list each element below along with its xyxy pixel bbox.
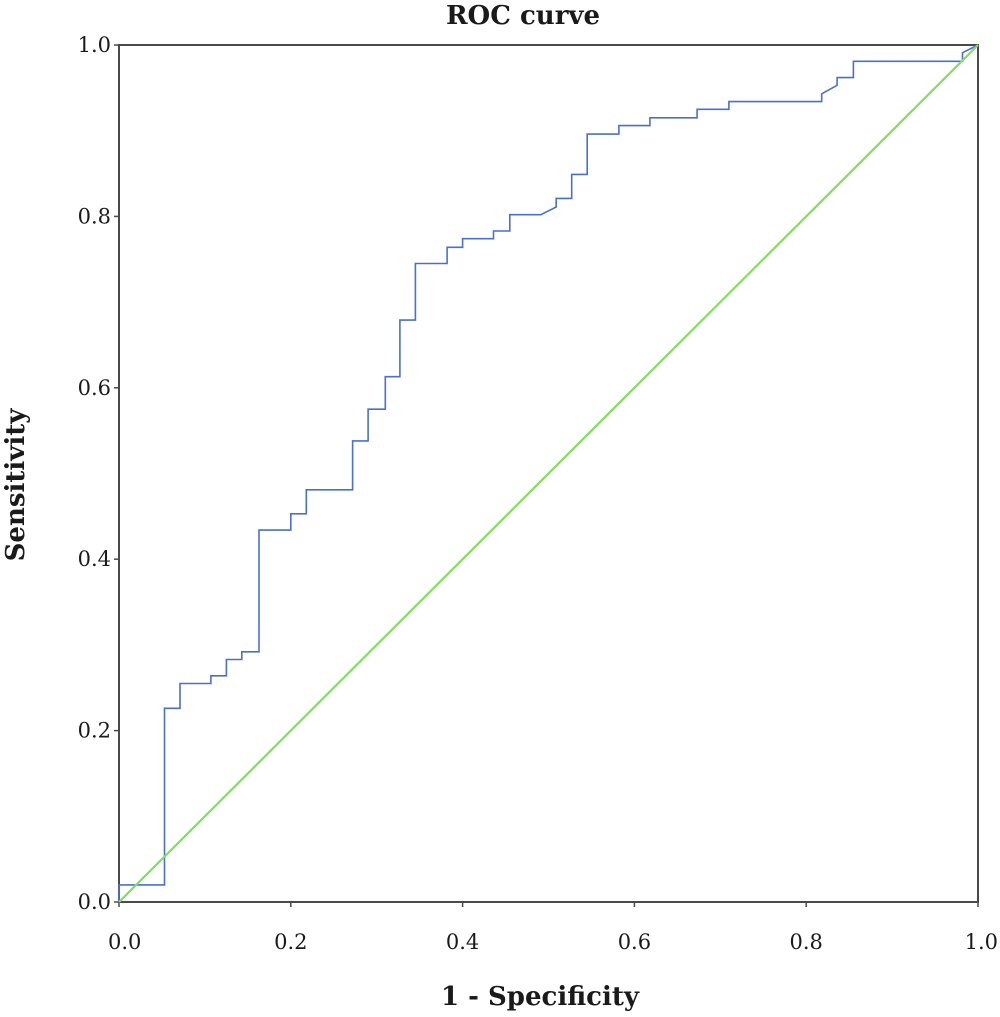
x-axis-ticks: 0.0 0.2 0.4 0.6 0.8 1.0 xyxy=(108,902,998,954)
x-axis-label: 1 - Specificity xyxy=(441,982,640,1012)
y-tick-label: 0.8 xyxy=(78,204,111,228)
reference-diagonal-line xyxy=(118,44,979,903)
x-tick-label: 0.0 xyxy=(108,930,141,954)
x-tick-label: 0.2 xyxy=(274,930,307,954)
chart-title: ROC curve xyxy=(446,1,600,31)
x-tick-label: 1.0 xyxy=(965,930,998,954)
y-tick-label: 1.0 xyxy=(78,33,111,57)
series-layer xyxy=(118,44,979,903)
y-tick-label: 0.4 xyxy=(78,547,111,571)
x-tick-label: 0.8 xyxy=(789,930,822,954)
roc-curve-line xyxy=(118,44,979,902)
y-axis-ticks: 0.0 0.2 0.4 0.6 0.8 1.0 xyxy=(78,33,119,914)
y-tick-label: 0.2 xyxy=(78,719,111,743)
plot-frame xyxy=(118,44,979,903)
y-axis-label: Sensitivity xyxy=(1,408,31,562)
x-tick-label: 0.6 xyxy=(618,930,651,954)
x-tick-label: 0.4 xyxy=(446,930,479,954)
y-tick-label: 0.6 xyxy=(78,376,111,400)
y-tick-label: 0.0 xyxy=(78,890,111,914)
